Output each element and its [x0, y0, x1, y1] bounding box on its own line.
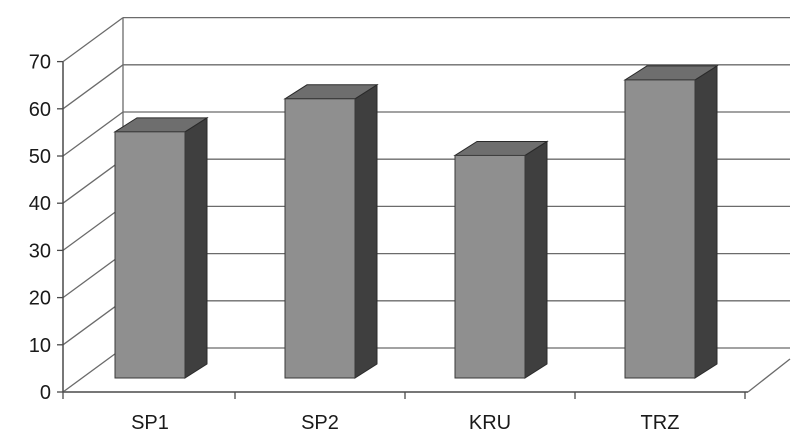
x-category-label-trz: TRZ	[641, 412, 680, 434]
bar-trz	[623, 65, 719, 379]
x-category-label-sp2: SP2	[301, 412, 339, 434]
bar-front-trz	[624, 79, 696, 379]
bar-sp1	[113, 116, 209, 379]
bar-sp2	[283, 83, 379, 379]
y-tick-label-40: 40	[29, 193, 51, 215]
gridline-diagonal-40	[62, 158, 124, 204]
y-tick-label-20: 20	[29, 288, 51, 310]
bar-side-kru	[524, 140, 548, 379]
bar-front-sp2	[284, 98, 356, 379]
x-category-label-kru: KRU	[469, 412, 511, 434]
bar-side-sp1	[184, 116, 208, 379]
bar-kru	[453, 140, 549, 379]
axes	[57, 60, 791, 399]
gridline-diagonal-70	[62, 17, 124, 63]
y-tick-label-60: 60	[29, 99, 51, 121]
bar-front-kru	[454, 154, 526, 379]
bar-side-trz	[694, 65, 718, 379]
bars	[113, 65, 719, 379]
y-tick-label-50: 50	[29, 146, 51, 168]
bar-front-sp1	[114, 131, 186, 379]
gridline-diagonal-30	[62, 205, 124, 251]
x-category-label-sp1: SP1	[131, 412, 169, 434]
gridline-diagonal-60	[62, 64, 124, 110]
y-tick-label-0: 0	[40, 382, 51, 404]
floor-right-edge	[747, 358, 791, 393]
x-category-labels: SP1 SP2 KRU TRZ	[131, 412, 679, 434]
bar-side-sp2	[354, 83, 378, 379]
gridline-diagonal-50	[62, 111, 124, 157]
gridline-diagonal-10	[62, 300, 124, 346]
y-tick-labels: 0 10 20 30 40 50 60 70	[29, 52, 51, 404]
floor-left-edge	[62, 347, 124, 393]
y-tick-label-70: 70	[29, 52, 51, 74]
y-tick-label-30: 30	[29, 240, 51, 262]
gridline-diagonal-20	[62, 253, 124, 299]
y-tick-label-10: 10	[29, 335, 51, 357]
